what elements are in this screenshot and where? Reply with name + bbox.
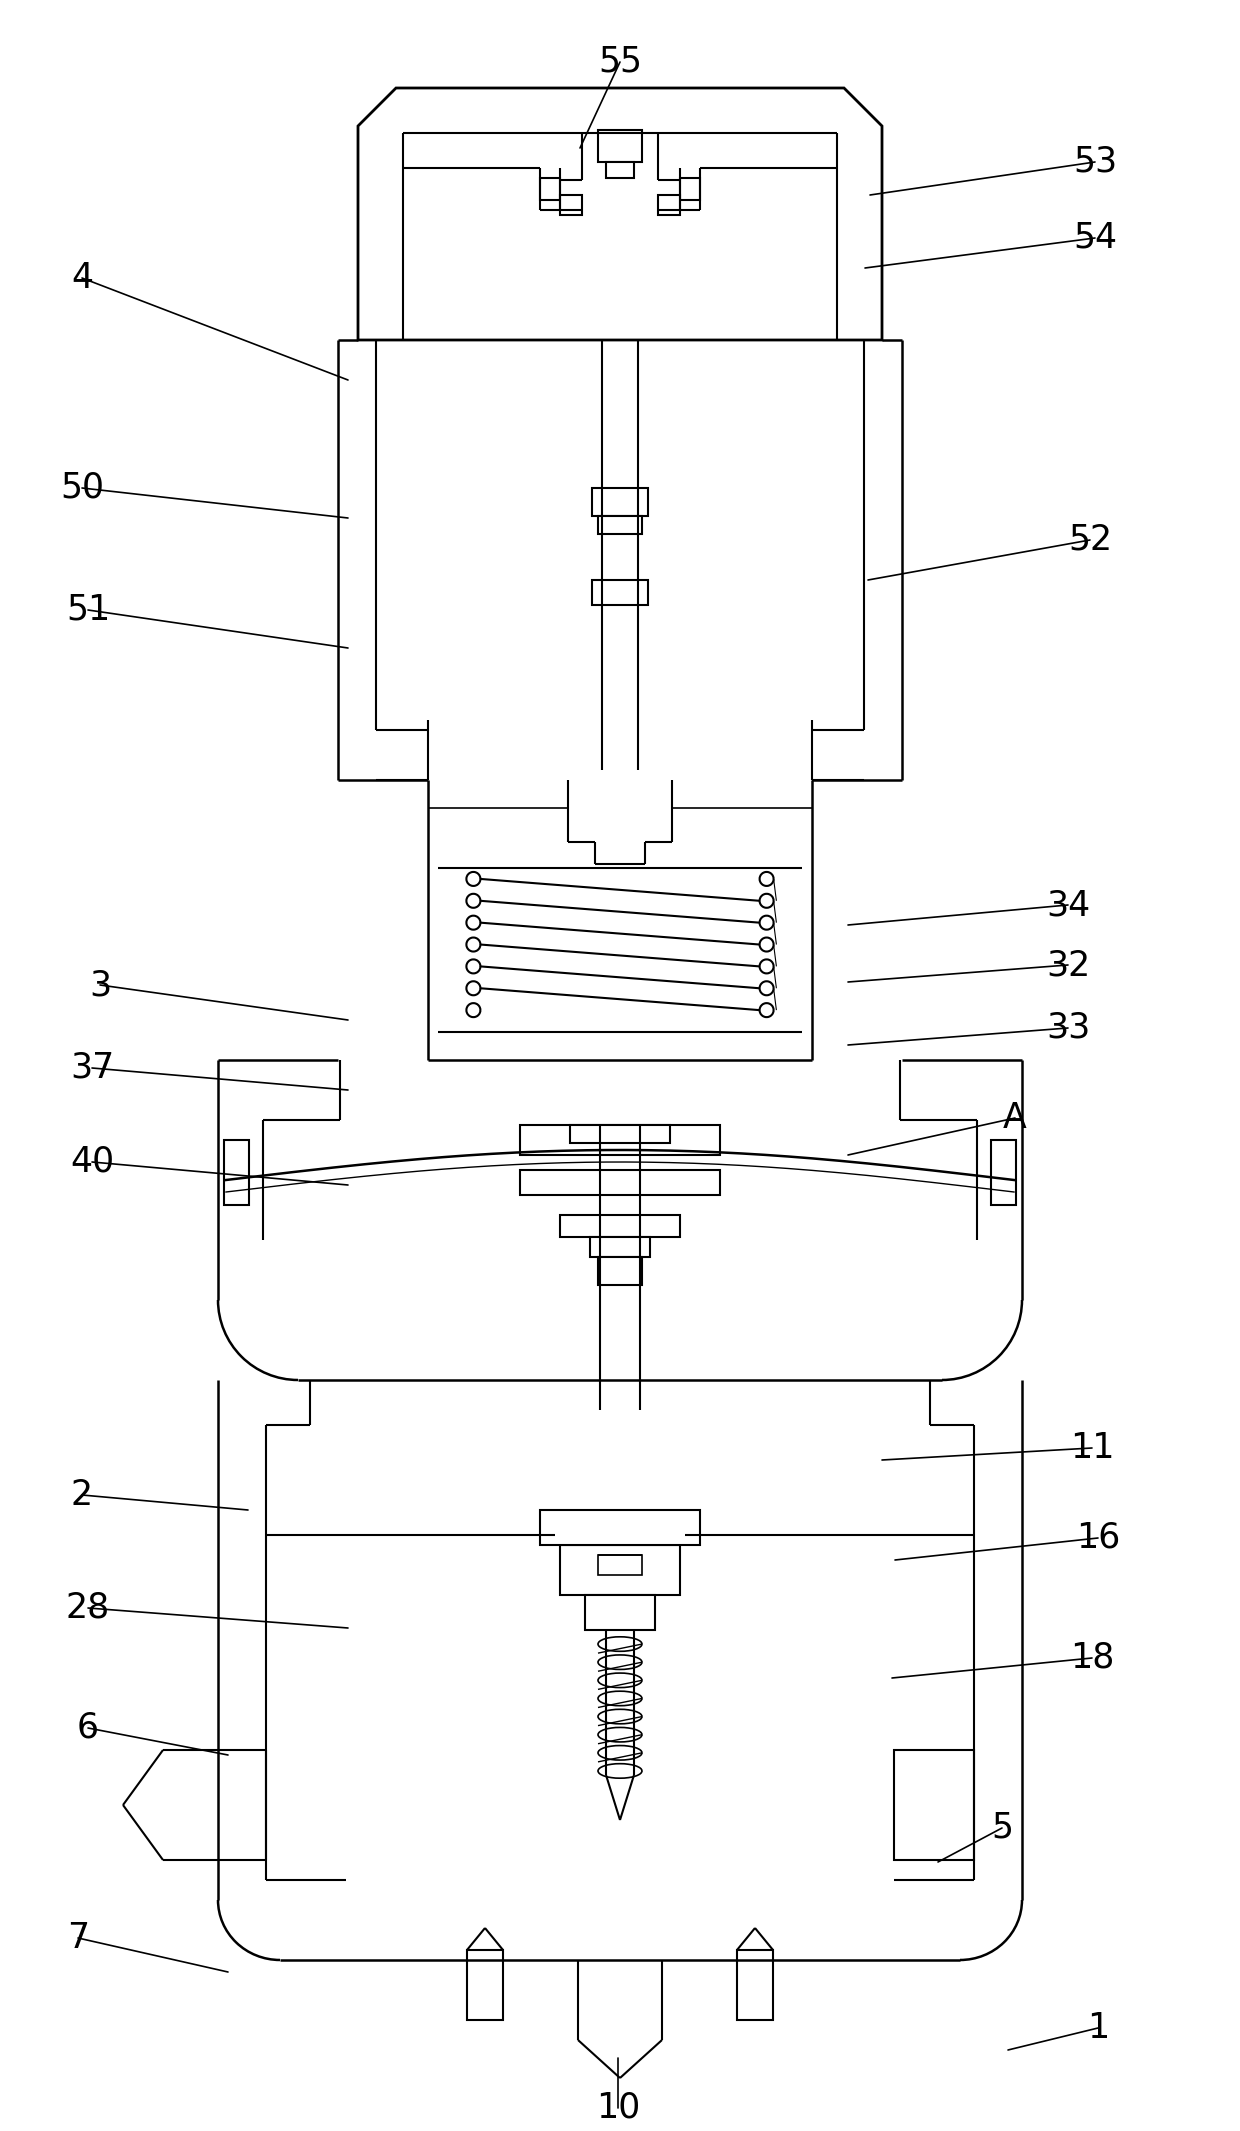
Bar bbox=[560, 1215, 680, 1236]
Bar bbox=[560, 196, 582, 215]
Text: 37: 37 bbox=[69, 1051, 114, 1085]
Bar bbox=[598, 516, 642, 535]
Text: 18: 18 bbox=[1070, 1641, 1115, 1675]
Text: 51: 51 bbox=[66, 592, 110, 627]
Bar bbox=[539, 1511, 701, 1545]
Text: 5: 5 bbox=[991, 1811, 1013, 1845]
Bar bbox=[224, 1140, 249, 1204]
Bar bbox=[570, 1125, 670, 1142]
Polygon shape bbox=[358, 87, 882, 341]
Bar bbox=[737, 1950, 773, 2020]
Bar bbox=[606, 162, 634, 179]
Bar bbox=[598, 130, 642, 162]
Bar bbox=[680, 179, 701, 200]
Bar bbox=[590, 1236, 650, 1257]
Text: 7: 7 bbox=[67, 1920, 89, 1954]
Text: 4: 4 bbox=[71, 260, 93, 294]
Bar bbox=[520, 1125, 720, 1155]
Text: 3: 3 bbox=[89, 967, 112, 1002]
Bar bbox=[520, 1170, 720, 1195]
Text: A: A bbox=[1003, 1102, 1027, 1136]
Bar bbox=[560, 1545, 680, 1594]
Text: 40: 40 bbox=[69, 1144, 114, 1178]
Text: 28: 28 bbox=[66, 1592, 110, 1626]
Text: 55: 55 bbox=[598, 45, 642, 79]
Text: 6: 6 bbox=[77, 1711, 99, 1745]
Bar bbox=[658, 196, 680, 215]
Bar bbox=[598, 1556, 642, 1575]
Bar bbox=[539, 179, 560, 200]
Bar bbox=[894, 1750, 973, 1860]
Text: 52: 52 bbox=[1068, 522, 1112, 556]
Bar bbox=[585, 1594, 655, 1630]
Text: 32: 32 bbox=[1045, 948, 1090, 982]
Text: 34: 34 bbox=[1045, 889, 1090, 923]
Bar bbox=[591, 488, 649, 516]
Text: 33: 33 bbox=[1045, 1010, 1090, 1044]
Text: 50: 50 bbox=[60, 471, 104, 505]
Text: 1: 1 bbox=[1087, 2012, 1109, 2046]
Text: 16: 16 bbox=[1076, 1522, 1120, 1556]
Bar bbox=[598, 1257, 642, 1285]
Text: 53: 53 bbox=[1073, 145, 1117, 179]
Text: 2: 2 bbox=[71, 1479, 93, 1513]
Bar bbox=[591, 580, 649, 605]
Bar bbox=[467, 1950, 503, 2020]
Bar bbox=[991, 1140, 1016, 1204]
Text: 10: 10 bbox=[596, 2091, 640, 2125]
Text: 11: 11 bbox=[1070, 1432, 1115, 1464]
Text: 54: 54 bbox=[1073, 222, 1117, 256]
